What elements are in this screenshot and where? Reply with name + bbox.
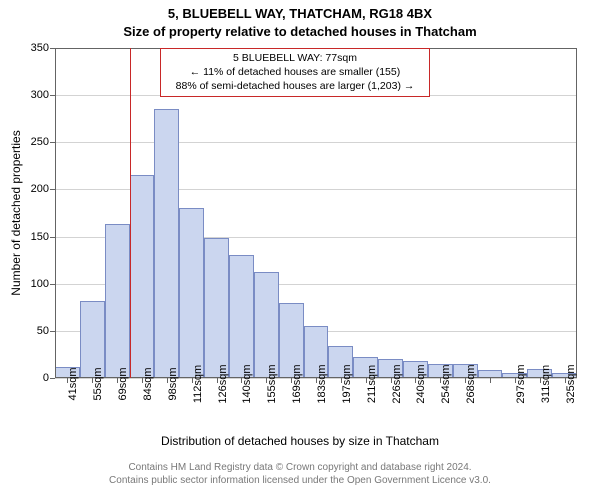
xtick-label: 55sqm xyxy=(92,367,104,400)
histogram-bar xyxy=(478,370,503,378)
footer-line2: Contains public sector information licen… xyxy=(0,475,600,488)
footer-line1: Contains HM Land Registry data © Crown c… xyxy=(0,462,600,475)
xtick-label: 297sqm xyxy=(515,364,527,403)
ytick-label: 300 xyxy=(31,89,49,101)
histogram-bar xyxy=(254,272,279,378)
callout-line3: 88% of semi-detached houses are larger (… xyxy=(165,79,425,93)
ytick-mark xyxy=(50,142,55,143)
ytick-mark xyxy=(50,48,55,49)
plot-area: 5 BLUEBELL WAY: 77sqm ← 11% of detached … xyxy=(55,48,577,378)
xtick-label: 112sqm xyxy=(192,365,204,403)
ytick-mark xyxy=(50,189,55,190)
xtick-label: 183sqm xyxy=(316,364,328,403)
ytick-mark xyxy=(50,237,55,238)
xtick-label: 98sqm xyxy=(167,367,179,400)
ytick-label: 50 xyxy=(37,325,49,337)
chart-title-line2: Size of property relative to detached ho… xyxy=(0,24,600,39)
xtick-label: 226sqm xyxy=(391,364,403,403)
xtick-label: 211sqm xyxy=(366,365,378,403)
xtick-label: 155sqm xyxy=(266,364,278,403)
callout-line2: ← 11% of detached houses are smaller (15… xyxy=(165,65,425,79)
xtick-label: 140sqm xyxy=(241,364,253,403)
reference-line xyxy=(130,48,131,378)
footer-attribution: Contains HM Land Registry data © Crown c… xyxy=(0,462,600,487)
xtick-label: 311sqm xyxy=(540,365,552,403)
histogram-bar xyxy=(179,208,204,378)
histogram-bar xyxy=(130,175,155,378)
y-axis-label: Number of detached properties xyxy=(9,130,23,295)
gridline-h xyxy=(55,142,577,143)
chart-title-line1: 5, BLUEBELL WAY, THATCHAM, RG18 4BX xyxy=(0,6,600,21)
xtick-label: 254sqm xyxy=(440,364,452,403)
ytick-mark xyxy=(50,331,55,332)
ytick-label: 200 xyxy=(31,183,49,195)
xtick-label: 268sqm xyxy=(465,364,477,403)
x-axis-label: Distribution of detached houses by size … xyxy=(161,434,439,448)
ytick-mark xyxy=(50,378,55,379)
xtick-label: 69sqm xyxy=(117,367,129,400)
chart-container: 5, BLUEBELL WAY, THATCHAM, RG18 4BX Size… xyxy=(0,0,600,500)
xtick-label: 197sqm xyxy=(341,364,353,403)
xtick-label: 325sqm xyxy=(565,364,577,403)
ytick-label: 100 xyxy=(31,278,49,290)
xtick-label: 84sqm xyxy=(142,367,154,400)
xtick-label: 240sqm xyxy=(415,364,427,403)
xtick-label: 169sqm xyxy=(291,364,303,403)
ytick-label: 0 xyxy=(43,372,49,384)
histogram-bar xyxy=(105,224,130,378)
ytick-mark xyxy=(50,284,55,285)
ytick-label: 150 xyxy=(31,231,49,243)
xtick-label: 126sqm xyxy=(217,364,229,403)
histogram-bar xyxy=(204,238,229,378)
xtick-mark xyxy=(490,378,491,383)
ytick-label: 350 xyxy=(31,42,49,54)
histogram-bar xyxy=(154,109,179,378)
histogram-bar xyxy=(229,255,254,378)
callout-box: 5 BLUEBELL WAY: 77sqm ← 11% of detached … xyxy=(160,48,430,97)
ytick-label: 250 xyxy=(31,136,49,148)
histogram-bar xyxy=(80,301,105,378)
callout-line1: 5 BLUEBELL WAY: 77sqm xyxy=(165,51,425,65)
ytick-mark xyxy=(50,95,55,96)
xtick-label: 41sqm xyxy=(67,367,79,400)
